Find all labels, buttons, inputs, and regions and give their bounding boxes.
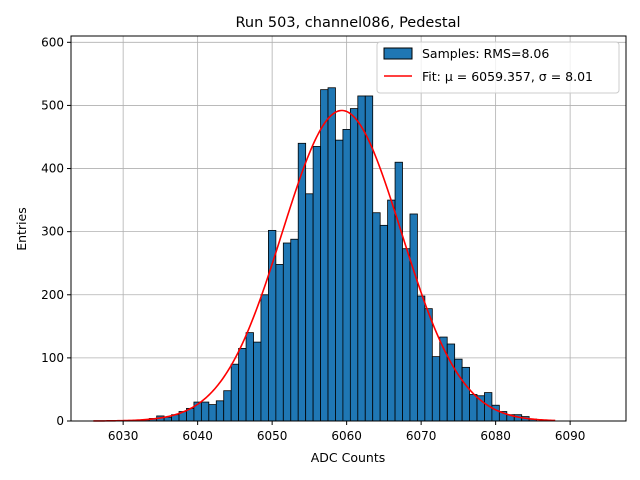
y-tick-label: 500 [41,98,64,112]
histogram-bar [215,400,225,422]
histogram-bar [275,264,284,422]
histogram-bar [208,404,217,422]
x-tick-label: 6080 [480,429,511,443]
histogram-bar [297,142,307,422]
histogram-bar [446,343,456,422]
histogram-bar [200,401,210,422]
x-axis-ticks: 6030 6040 6050 6060 6070 6080 6090 [108,421,586,443]
y-tick-label: 200 [41,288,64,302]
x-tick-label: 6040 [182,429,213,443]
chart-title: Run 503, channel086, Pedestal [235,15,460,31]
histogram-bar [469,394,478,422]
y-tick-label: 0 [56,414,64,428]
histogram-bar [268,229,277,422]
histogram-bar [387,199,396,422]
histogram-bar [312,146,321,422]
histogram-bar [364,95,374,422]
y-tick-label: 600 [41,35,64,49]
histogram-bar [379,224,389,422]
histogram-bar [372,212,381,422]
x-tick-label: 6030 [108,429,139,443]
histogram-bar [327,87,336,422]
x-axis-label: ADC Counts [311,450,386,465]
histogram-bar [349,108,359,422]
histogram-bar [290,238,299,422]
histogram-bar [409,213,418,422]
y-axis-label: Entries [14,207,29,251]
histogram-bar [305,193,314,422]
x-tick-label: 6060 [331,429,362,443]
histogram-bar [260,294,269,422]
x-tick-label: 6090 [555,429,586,443]
histogram-bar [357,95,366,422]
histogram-bar [402,248,411,422]
histogram-bar [431,356,441,422]
x-tick-label: 6070 [406,429,437,443]
histogram-bar [461,366,470,422]
histogram-bar [245,332,254,422]
y-tick-label: 400 [41,162,64,176]
histogram-bar [335,139,344,422]
legend-samples-swatch [383,47,413,60]
histogram-bar [223,390,232,422]
histogram-bar [342,129,351,422]
legend-box [376,41,620,94]
histogram-bar [424,308,433,422]
y-axis-ticks: 0 100 200 300 400 500 600 [41,35,71,428]
y-tick-label: 100 [41,351,64,365]
histogram-bar [253,341,262,422]
legend-samples-label: Samples: RMS=8.06 [422,46,549,61]
legend: Samples: RMS=8.06 Fit: μ = 6059.357, σ =… [376,41,620,94]
histogram-bar [320,89,329,422]
histogram-bars [141,87,538,422]
histogram-bar [417,295,426,422]
fit-curve [93,109,556,422]
histogram-bar [282,242,292,422]
legend-fit-label: Fit: μ = 6059.357, σ = 8.01 [422,69,593,84]
x-tick-label: 6050 [257,429,288,443]
y-tick-label: 300 [41,225,64,239]
histogram-bar [394,161,403,422]
plot-frame [70,35,627,422]
histogram-bar [230,363,240,422]
histogram-bar [454,358,463,422]
histogram-bar [238,348,247,422]
